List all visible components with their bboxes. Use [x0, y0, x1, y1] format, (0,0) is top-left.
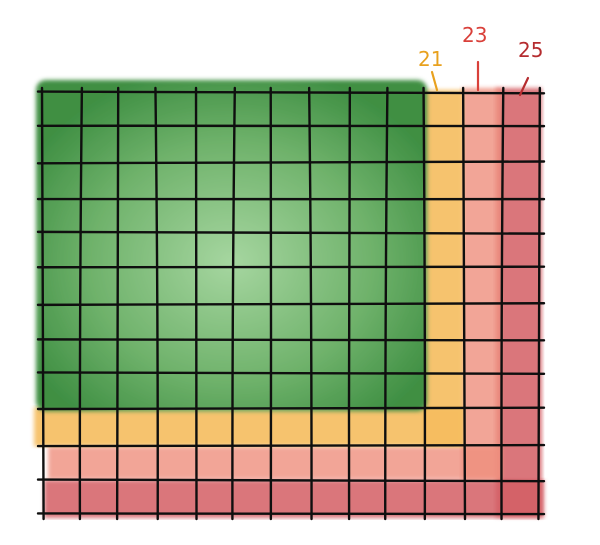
- label-21: 21: [418, 47, 443, 71]
- grid-horizontal-line: [36, 302, 546, 307]
- label-21-pointer: [430, 70, 439, 92]
- grid-horizontal-line: [36, 338, 546, 342]
- grid-horizontal-line: [36, 265, 546, 269]
- grid-lines: [36, 86, 546, 521]
- grid-horizontal-line: [36, 512, 546, 516]
- label-23: 23: [462, 23, 487, 47]
- yellow-band-row: [34, 407, 464, 447]
- grid-horizontal-line: [36, 478, 546, 483]
- grid-horizontal-line: [36, 160, 546, 165]
- color-regions: [34, 80, 544, 518]
- number-labels: 21 23 25: [418, 23, 543, 97]
- label-25-pointer: [518, 76, 530, 97]
- grid-vertical-line: [78, 86, 84, 521]
- red-band-row: [44, 479, 544, 518]
- grid-horizontal-line: [36, 371, 546, 376]
- label-25: 25: [518, 38, 543, 62]
- grid-horizontal-line: [36, 230, 546, 235]
- grid-horizontal-line: [36, 406, 546, 411]
- grid-horizontal-line: [36, 90, 546, 95]
- salmon-band-column: [461, 88, 502, 480]
- grid-horizontal-line: [36, 443, 546, 448]
- grid-vertical-line: [40, 86, 45, 521]
- yellow-band-column: [423, 90, 464, 447]
